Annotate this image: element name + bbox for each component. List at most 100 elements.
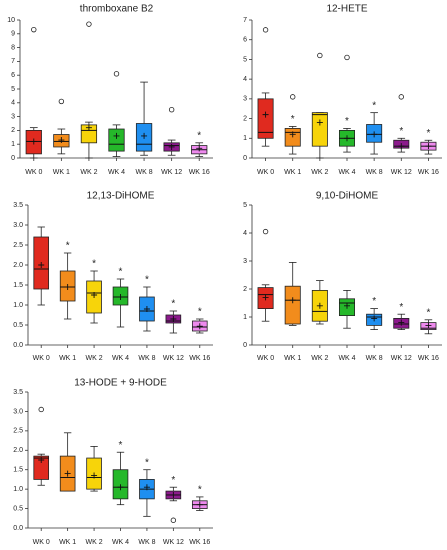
- x-tick-label: WK 0: [257, 355, 274, 362]
- x-tick-label: WK 2: [80, 169, 97, 176]
- y-tick-label: 3.5: [13, 202, 23, 209]
- mean-marker: [344, 302, 350, 309]
- y-tick-label: 1: [243, 314, 247, 321]
- mean-marker: [398, 143, 405, 150]
- x-tick-label: WK 0: [33, 355, 50, 362]
- y-tick-label: 3.5: [13, 389, 23, 396]
- x-tick-label: WK 4: [112, 355, 129, 362]
- mean-marker: [30, 138, 37, 145]
- x-tick-label: WK 4: [108, 169, 125, 176]
- mean-marker: [289, 131, 296, 138]
- y-tick-label: 2.0: [13, 447, 23, 454]
- significance-star: *: [399, 302, 403, 313]
- x-tick-label: WK 12: [161, 169, 182, 176]
- x-tick-label: WK 1: [53, 169, 70, 176]
- y-tick-label: 3: [243, 258, 247, 265]
- outlier: [290, 94, 296, 100]
- x-tick-label: WK 2: [311, 355, 328, 362]
- y-tick-label: 5: [243, 202, 247, 209]
- y-tick-label: 10: [7, 17, 15, 24]
- significance-star: *: [197, 130, 201, 141]
- significance-star: *: [198, 307, 202, 318]
- mean-marker: [196, 145, 203, 152]
- y-tick-label: 2: [243, 286, 247, 293]
- y-tick-label: 6: [243, 37, 247, 44]
- x-tick-label: WK 8: [366, 169, 383, 176]
- mean-marker: [425, 143, 432, 150]
- significance-star: *: [291, 114, 295, 125]
- mean-marker: [168, 143, 175, 150]
- mean-marker: [58, 137, 65, 144]
- significance-star: *: [119, 440, 123, 451]
- y-tick-label: 2.5: [13, 242, 23, 249]
- y-tick-label: 0: [11, 155, 15, 162]
- y-tick-label: 3: [243, 96, 247, 103]
- box: [108, 128, 125, 152]
- y-tick-label: 1.5: [13, 467, 23, 474]
- x-tick-label: WK 0: [25, 169, 42, 176]
- y-tick-label: 6: [11, 72, 15, 79]
- outlier: [398, 94, 404, 100]
- y-tick-label: 2.5: [13, 428, 23, 435]
- x-tick-label: WK 1: [59, 355, 76, 362]
- significance-star: *: [198, 485, 202, 496]
- panel-title: 12,13-DiHOME: [87, 191, 155, 202]
- outlier: [168, 106, 175, 113]
- outlier: [317, 52, 323, 59]
- significance-star: *: [92, 259, 96, 270]
- y-tick-label: 7: [243, 17, 247, 24]
- x-tick-label: WK 4: [338, 169, 355, 176]
- y-tick-label: 3.0: [13, 408, 23, 415]
- mean-marker: [117, 484, 124, 491]
- outlier: [262, 27, 269, 33]
- mean-marker: [316, 302, 323, 309]
- y-tick-label: 7: [11, 58, 15, 65]
- y-tick-label: 0: [243, 342, 247, 349]
- x-tick-label: WK 2: [86, 539, 103, 546]
- x-tick-label: WK 12: [391, 169, 412, 176]
- box: [284, 285, 301, 325]
- mean-marker: [143, 484, 150, 491]
- mean-marker: [38, 457, 45, 463]
- x-tick-label: WK 0: [33, 539, 50, 546]
- significance-star: *: [372, 296, 376, 307]
- y-tick-label: 3: [11, 113, 15, 120]
- mean-marker: [196, 323, 203, 330]
- mean-marker: [64, 284, 71, 290]
- panel-title: 9,10-DiHOME: [316, 191, 379, 202]
- x-tick-label: WK 8: [138, 355, 155, 362]
- mean-marker: [113, 132, 120, 139]
- mean-marker: [143, 306, 150, 312]
- x-tick-label: WK 2: [311, 169, 328, 176]
- x-tick-label: WK 16: [189, 169, 210, 176]
- outlier: [262, 228, 269, 235]
- x-tick-label: WK 16: [189, 355, 210, 362]
- mean-marker: [38, 262, 45, 268]
- significance-star: *: [119, 267, 123, 278]
- y-tick-label: 5: [11, 86, 15, 93]
- y-tick-label: 5: [243, 56, 247, 63]
- panel-title: thromboxane B2: [80, 4, 154, 15]
- x-tick-label: WK 12: [163, 539, 184, 546]
- panel-title: 13-HODE + 9-HODE: [74, 378, 167, 389]
- y-tick-label: 2: [11, 127, 15, 134]
- x-tick-label: WK 4: [338, 355, 355, 362]
- y-tick-label: 1.5: [13, 282, 23, 289]
- mean-marker: [425, 322, 432, 329]
- y-tick-label: 0.0: [13, 525, 23, 532]
- significance-star: *: [66, 241, 70, 252]
- y-tick-label: 9: [11, 31, 15, 38]
- y-tick-label: 1.0: [13, 486, 23, 493]
- x-tick-label: WK 16: [418, 169, 439, 176]
- mean-marker: [196, 501, 203, 508]
- x-tick-label: WK 2: [86, 355, 103, 362]
- mean-marker: [289, 297, 296, 304]
- mean-marker: [91, 472, 98, 479]
- outlier: [170, 517, 177, 523]
- mean-marker: [170, 491, 177, 498]
- x-tick-label: WK 8: [366, 355, 383, 362]
- x-tick-label: WK 8: [138, 539, 155, 546]
- significance-star: *: [426, 307, 430, 318]
- y-tick-label: 4: [243, 76, 247, 83]
- significance-star: *: [345, 116, 349, 127]
